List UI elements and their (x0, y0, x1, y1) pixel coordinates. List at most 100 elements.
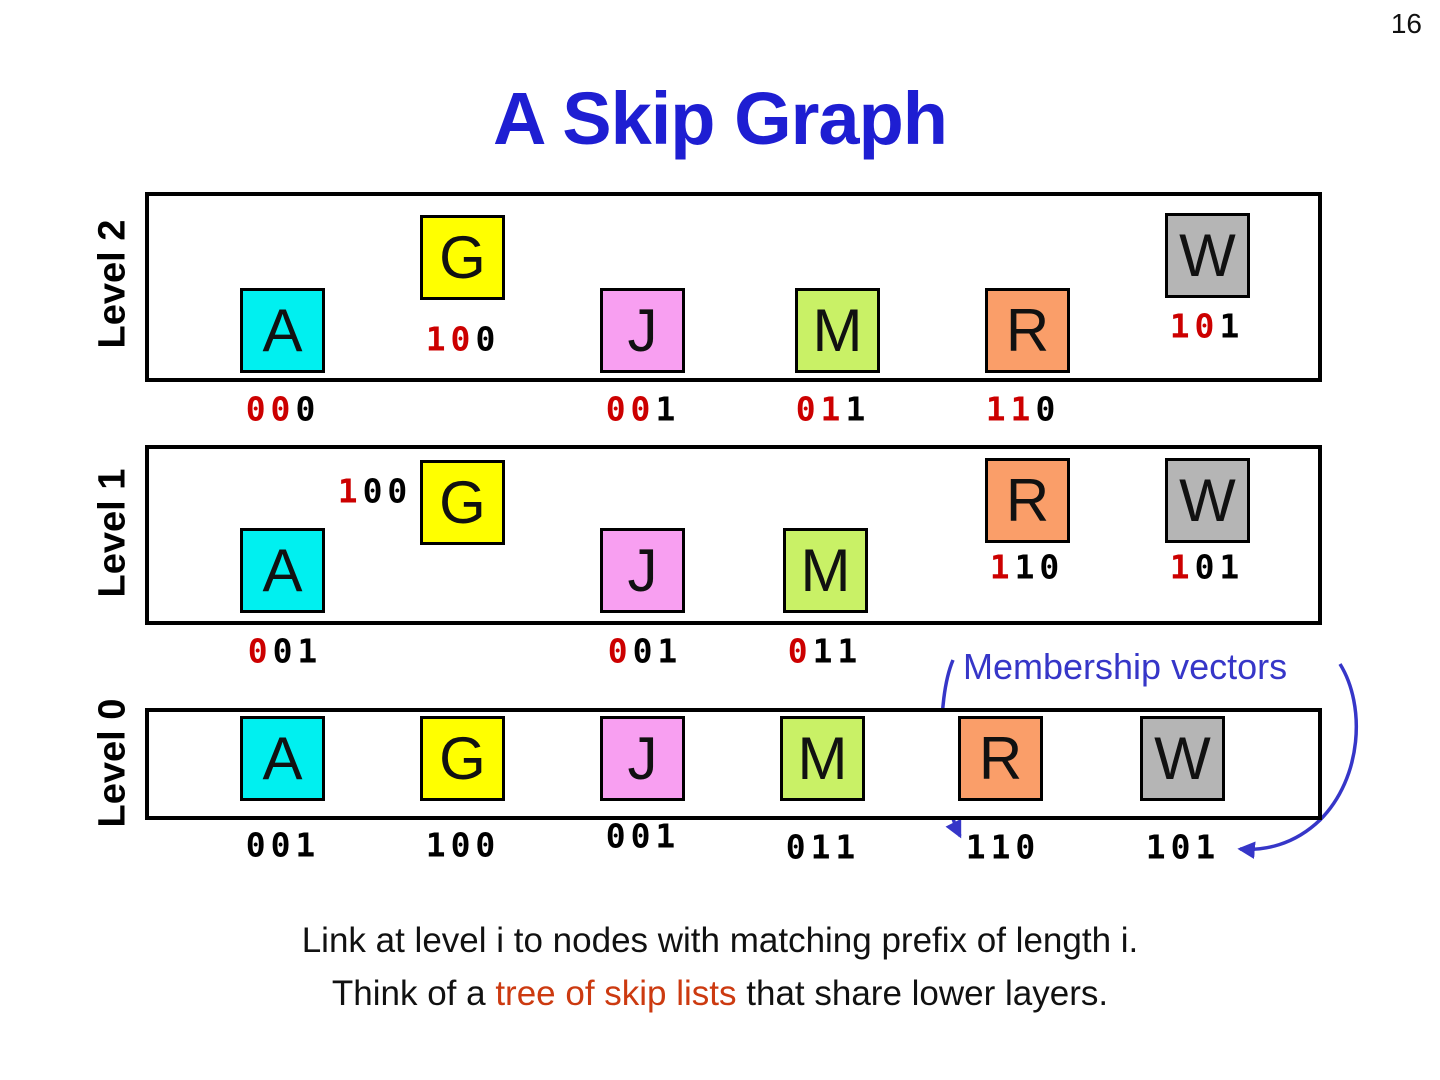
node-letter: W (1179, 467, 1236, 534)
membership-vector-value: 110 (990, 548, 1065, 587)
vector-suffix: 101 (1145, 827, 1221, 867)
node-G-level-0: G (420, 716, 505, 801)
vector-suffix: 110 (965, 827, 1041, 867)
node-M-level-2: M (795, 288, 880, 373)
vector-suffix: 11 (812, 631, 863, 671)
node-letter: J (627, 297, 658, 364)
node-letter: G (439, 469, 486, 536)
vector-suffix: 1 (845, 389, 871, 429)
level-0-panel (145, 708, 1322, 820)
node-G-level-2: G (420, 215, 505, 300)
node-letter: W (1179, 222, 1236, 289)
membership-vector-value: 000 (246, 390, 321, 429)
membership-vector-value: 101 (1170, 548, 1245, 587)
vector-prefix: 00 (245, 389, 296, 429)
node-letter: J (627, 537, 658, 604)
node-R-level-1: R (985, 458, 1070, 543)
caption-line2-emphasis: tree of skip lists (495, 974, 737, 1013)
node-letter: R (1005, 467, 1050, 534)
node-A-level-1: A (240, 528, 325, 613)
caption-line-1: Link at level i to nodes with matching p… (301, 921, 1139, 960)
node-M-level-0: M (780, 716, 865, 801)
node-R-level-0: R (958, 716, 1043, 801)
vector-suffix: 0 (475, 319, 501, 359)
membership-vector-value: 011 (788, 632, 863, 671)
vector-prefix: 11 (985, 389, 1036, 429)
membership-vector-value: 101 (1146, 828, 1221, 867)
node-letter: M (797, 725, 848, 792)
vector-suffix: 1 (1219, 306, 1245, 346)
node-W-level-0: W (1140, 716, 1225, 801)
caption-line-2: Think of a tree of skip lists that share… (0, 967, 1440, 1020)
membership-vector-value: 100 (426, 320, 501, 359)
node-letter: M (800, 537, 851, 604)
vector-suffix: 001 (245, 825, 321, 865)
membership-vectors-label: Membership vectors (963, 646, 1288, 687)
membership-vector-value: 001 (246, 826, 321, 865)
vector-suffix: 0 (295, 389, 321, 429)
membership-vector-value: 011 (786, 828, 861, 867)
node-letter: R (1005, 297, 1050, 364)
caption-line2-pre: Think of a (331, 974, 496, 1013)
membership-vector-value: 011 (796, 390, 871, 429)
vector-suffix: 1 (655, 389, 681, 429)
vector-prefix: 1 (989, 547, 1015, 587)
vector-suffix: 01 (1194, 547, 1245, 587)
node-W-level-1: W (1165, 458, 1250, 543)
node-letter: A (262, 297, 303, 364)
node-J-level-2: J (600, 288, 685, 373)
vector-prefix: 0 (607, 631, 633, 671)
vector-suffix: 01 (632, 631, 683, 671)
node-letter: G (439, 224, 486, 291)
node-A-level-0: A (240, 716, 325, 801)
node-J-level-1: J (600, 528, 685, 613)
node-letter: M (812, 297, 863, 364)
vector-suffix: 10 (1014, 547, 1065, 587)
membership-vector-value: 001 (248, 632, 323, 671)
node-letter: J (627, 725, 658, 792)
vector-prefix: 0 (787, 631, 813, 671)
level-1-panel (145, 445, 1322, 625)
node-letter: G (439, 725, 486, 792)
vector-suffix: 001 (605, 816, 681, 856)
vector-prefix: 10 (1169, 306, 1220, 346)
membership-vector-value: 001 (606, 817, 681, 856)
node-R-level-2: R (985, 288, 1070, 373)
vector-prefix: 0 (247, 631, 273, 671)
level-1-label: Level 1 (91, 468, 134, 598)
node-G-level-1: G (420, 460, 505, 545)
vector-prefix: 1 (1169, 547, 1195, 587)
vector-prefix: 1 (337, 471, 363, 511)
node-letter: A (262, 537, 303, 604)
node-letter: R (978, 725, 1023, 792)
membership-vector-value: 101 (1170, 307, 1245, 346)
vector-prefix: 00 (605, 389, 656, 429)
page-number: 16 (1390, 8, 1422, 39)
level-0-label: Level 0 (91, 698, 134, 828)
caption-line2-post: that share lower layers. (736, 974, 1109, 1013)
vector-prefix: 10 (425, 319, 476, 359)
node-M-level-1: M (783, 528, 868, 613)
vector-suffix: 0 (1035, 389, 1061, 429)
caption: Link at level i to nodes with matching p… (0, 914, 1440, 1020)
node-A-level-2: A (240, 288, 325, 373)
vector-prefix: 01 (795, 389, 846, 429)
membership-vector-value: 001 (606, 390, 681, 429)
membership-vector-value: 110 (966, 828, 1041, 867)
level-2-label: Level 2 (91, 219, 134, 349)
membership-vector-value: 001 (608, 632, 683, 671)
slide-title: A Skip Graph (492, 77, 948, 160)
node-W-level-2: W (1165, 213, 1250, 298)
membership-vector-value: 100 (426, 826, 501, 865)
level-2-panel (145, 192, 1322, 382)
vector-suffix: 100 (425, 825, 501, 865)
node-J-level-0: J (600, 716, 685, 801)
vector-suffix: 00 (362, 471, 413, 511)
node-letter: A (262, 725, 303, 792)
node-letter: W (1154, 725, 1211, 792)
membership-vector-value: 110 (986, 390, 1061, 429)
membership-vector-value: 100 (338, 472, 413, 511)
vector-suffix: 011 (785, 827, 861, 867)
vector-suffix: 01 (272, 631, 323, 671)
